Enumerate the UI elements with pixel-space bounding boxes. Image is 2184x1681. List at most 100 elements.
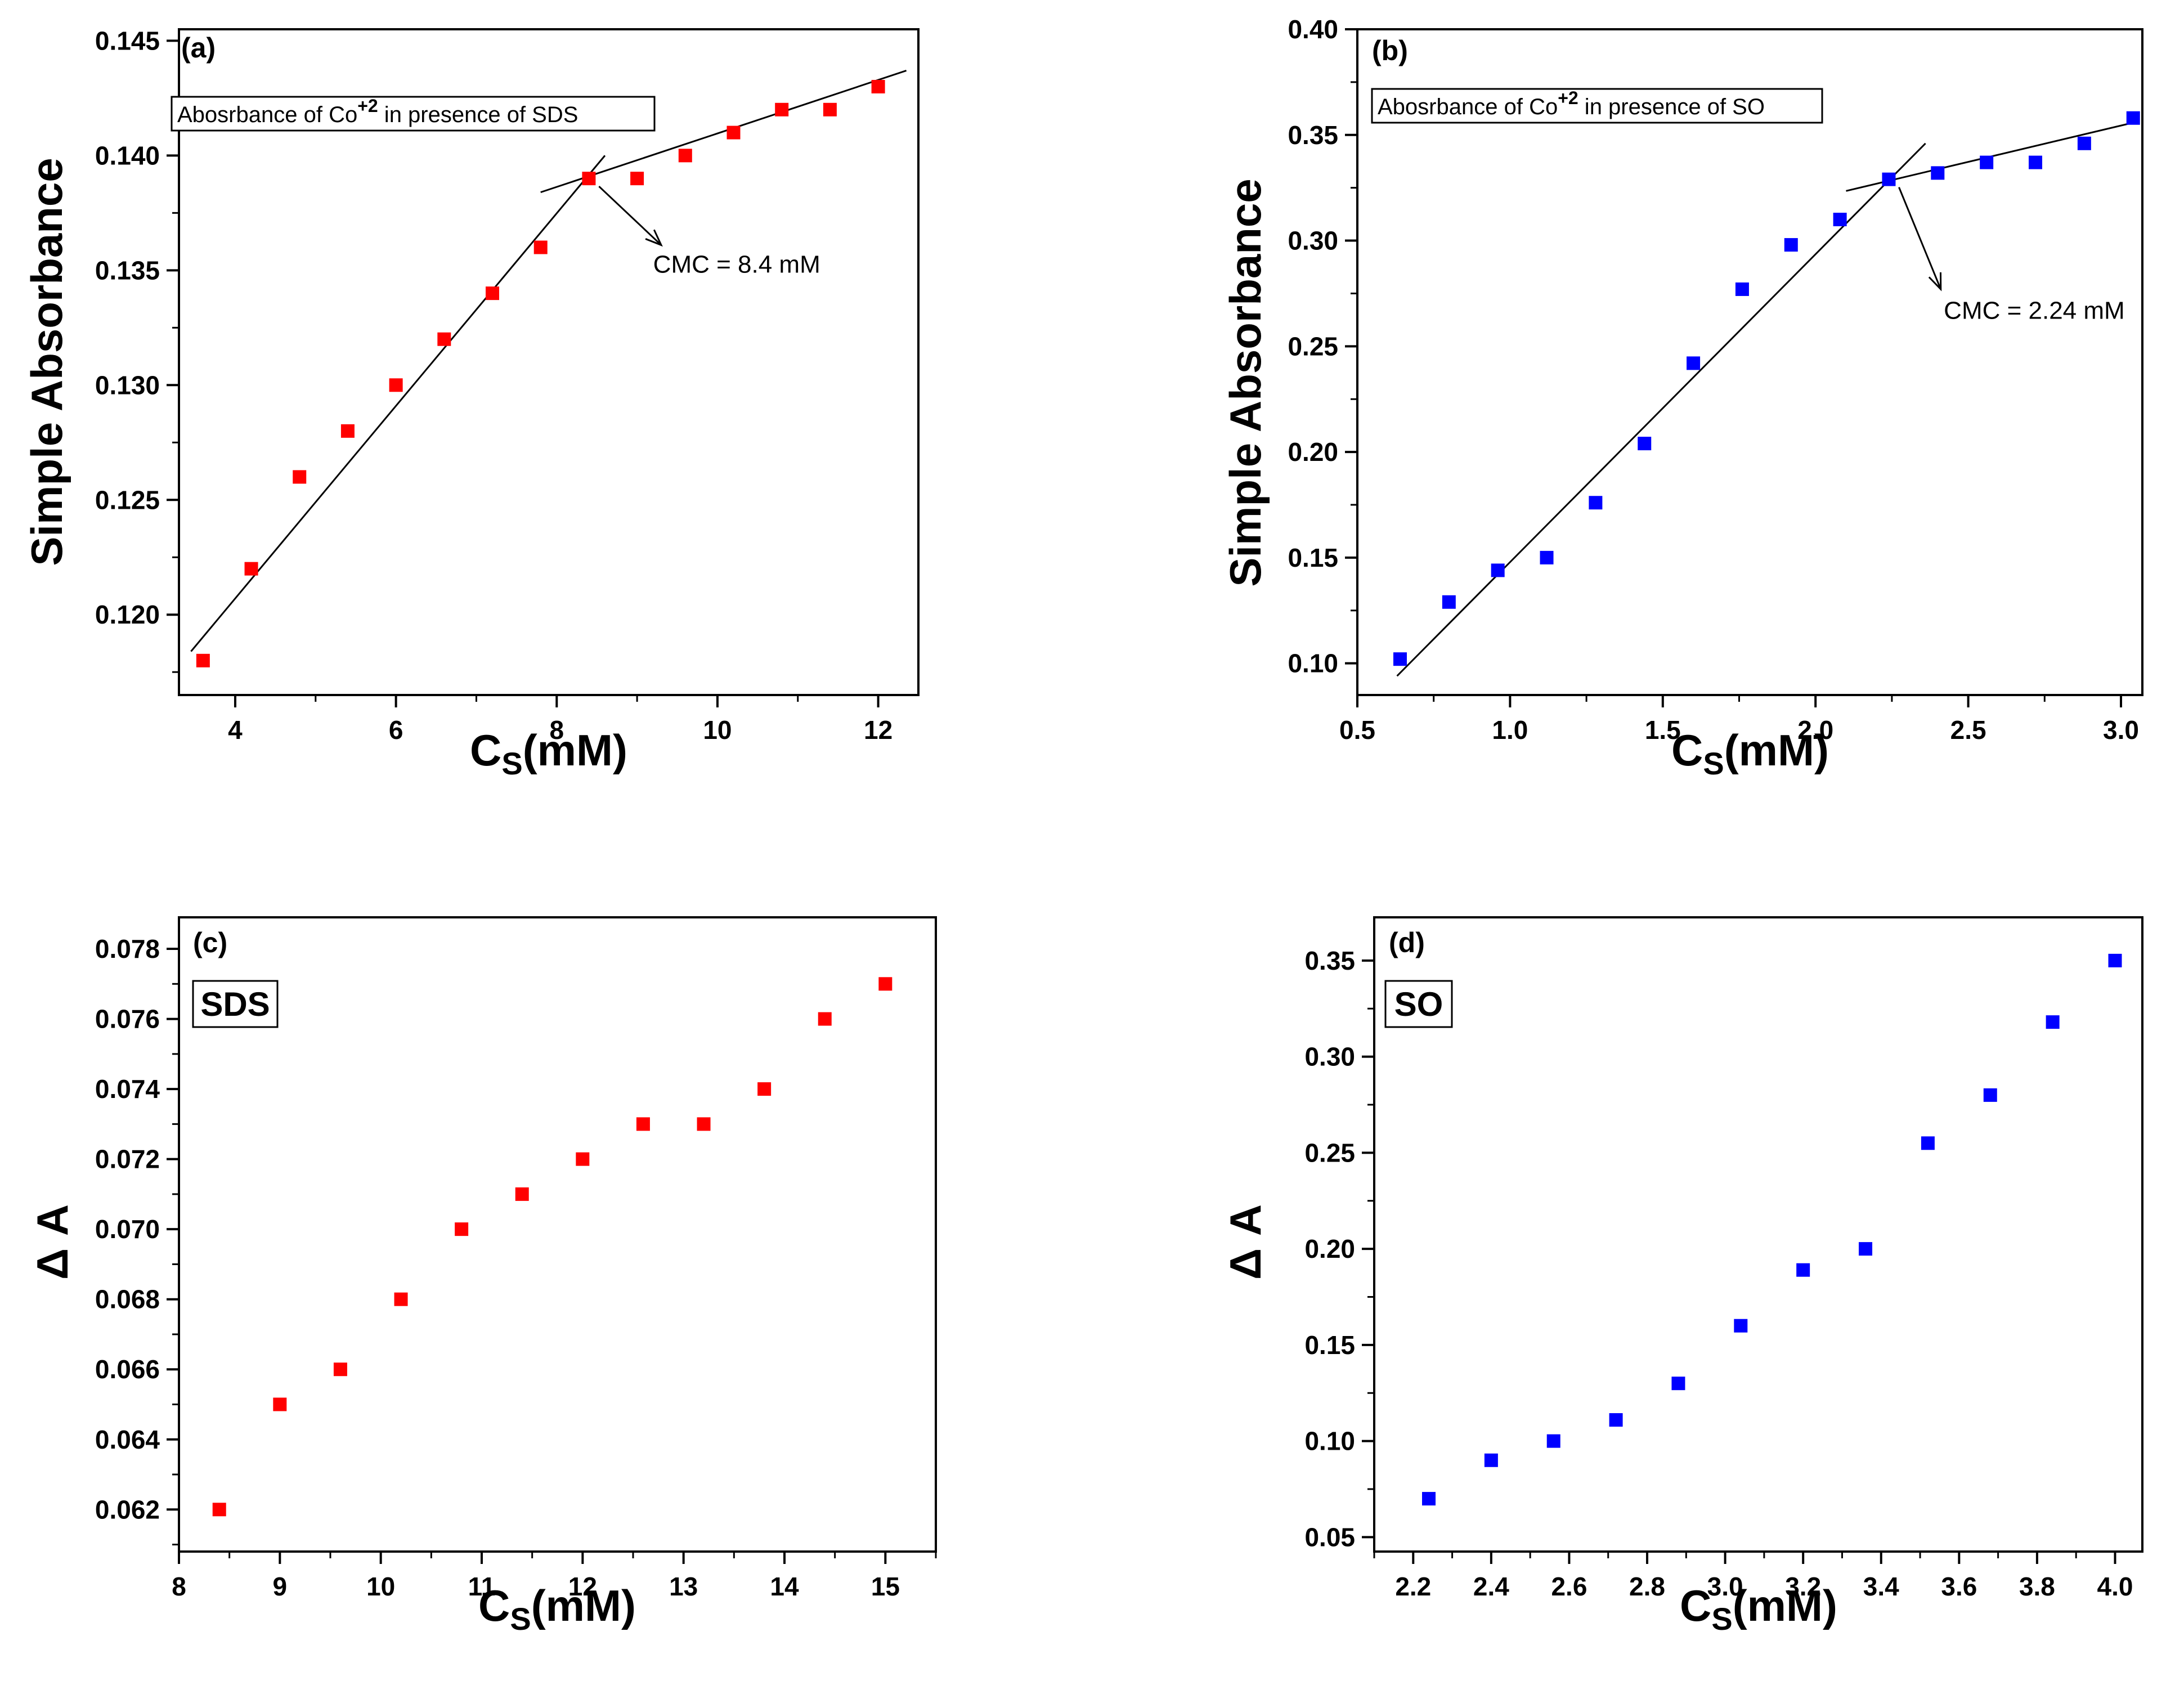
data-point	[333, 1362, 347, 1377]
x-tick-label: 0.5	[1339, 715, 1375, 745]
plot-frame	[1356, 28, 2143, 696]
y-tick-label: 0.10	[1288, 649, 1338, 678]
x-tick-label: 1.0	[1492, 715, 1528, 745]
y-tick-label: 0.20	[1304, 1234, 1355, 1263]
y-tick-label: 0.078	[95, 934, 160, 963]
x-tick-label: 10	[366, 1572, 395, 1601]
x-tick-label: 3.2	[1785, 1572, 1821, 1601]
data-point	[1921, 1136, 1935, 1150]
y-tick-label: 0.130	[95, 370, 160, 400]
data-point	[1983, 1088, 1997, 1102]
panel-label: (c)	[193, 927, 227, 958]
plot-frame	[1373, 916, 2143, 1553]
y-tick-label: 0.35	[1288, 120, 1338, 150]
y-tick-label: 0.125	[95, 485, 160, 514]
x-axis-title-sub: S	[501, 746, 522, 781]
y-tick-label: 0.20	[1288, 437, 1338, 467]
x-axis-title-main: C	[1671, 725, 1703, 775]
data-point	[757, 1082, 772, 1096]
data-point	[340, 424, 355, 438]
cmc-annotation: CMC = 2.24 mM	[1944, 297, 2125, 325]
x-axis-title-sub: S	[1711, 1601, 1732, 1637]
data-point	[1491, 563, 1505, 577]
data-point	[1546, 1434, 1560, 1448]
x-tick-label: 8	[549, 715, 564, 745]
data-point	[1784, 238, 1798, 252]
annotation-arrow	[598, 186, 662, 246]
y-tick-label: 0.135	[95, 255, 160, 285]
data-point	[576, 1152, 590, 1166]
data-point	[678, 149, 692, 163]
x-tick-label: 3.0	[2103, 715, 2139, 745]
x-tick-label: 1.5	[1645, 715, 1681, 745]
x-axis-title: CS(mM)	[1671, 725, 1829, 781]
y-tick-label: 0.30	[1304, 1042, 1355, 1072]
data-point	[1422, 1492, 1436, 1506]
y-tick-label: 0.05	[1304, 1522, 1355, 1552]
data-point	[630, 172, 644, 186]
x-tick-label: 2.5	[1950, 715, 1986, 745]
data-point	[1980, 155, 1994, 169]
y-tick-label: 0.15	[1288, 543, 1338, 572]
data-point	[2108, 953, 2122, 967]
annotation-arrowhead	[645, 229, 663, 247]
y-tick-label: 0.062	[95, 1495, 160, 1524]
x-axis-title-rest: (mM)	[523, 725, 627, 775]
y-axis-title: Δ A	[1221, 1204, 1270, 1280]
x-tick-label: 15	[871, 1572, 900, 1601]
x-tick-label: 12	[568, 1572, 597, 1601]
x-axis-title: CS(mM)	[470, 725, 627, 781]
y-tick-label: 0.25	[1304, 1138, 1355, 1167]
y-tick-label: 0.40	[1288, 15, 1338, 44]
data-point	[1442, 595, 1456, 609]
data-point	[1687, 356, 1701, 370]
plot-frame	[178, 916, 937, 1553]
data-point	[437, 332, 451, 346]
y-tick-label: 0.070	[95, 1214, 160, 1244]
chart-panel-a: 4 6 8 10 12 0.120 0.125 0.130 0.135 0.140 0.145 CMC…	[22, 26, 920, 781]
legend-superscript: +2	[1558, 88, 1578, 108]
data-point	[273, 1397, 287, 1411]
data-point	[389, 378, 403, 392]
data-point	[1609, 1413, 1623, 1427]
x-tick-label: 14	[770, 1572, 799, 1601]
x-tick-label: 2.6	[1551, 1572, 1587, 1601]
x-tick-label: 13	[669, 1572, 698, 1601]
fit-line-1	[190, 155, 606, 652]
legend-superscript: +2	[357, 96, 378, 116]
y-tick-label: 0.066	[95, 1355, 160, 1384]
x-tick-label: 4.0	[2097, 1572, 2133, 1601]
panel-label: (a)	[181, 32, 216, 64]
legend-box	[192, 980, 279, 1028]
y-axis-title: Δ A	[28, 1204, 77, 1280]
data-point	[1882, 172, 1896, 186]
data-point	[1393, 652, 1407, 666]
legend-box	[171, 96, 656, 132]
data-point	[486, 286, 500, 301]
panel-label: (b)	[1372, 35, 1408, 66]
y-tick-label: 0.072	[95, 1145, 160, 1174]
data-point	[1833, 213, 1847, 226]
panel-label: (d)	[1389, 927, 1425, 958]
x-axis-title-sub: S	[510, 1601, 531, 1637]
fit-line-2	[540, 70, 907, 194]
legend-box	[1384, 980, 1453, 1028]
data-point	[394, 1292, 408, 1306]
x-tick-label: 2.0	[1797, 715, 1833, 745]
y-tick-label: 0.074	[95, 1074, 160, 1104]
x-tick-label: 3.6	[1941, 1572, 1977, 1601]
y-tick-label: 0.120	[95, 600, 160, 629]
legend-text: Abosrbance of Co	[1378, 95, 1558, 119]
data-point	[293, 470, 307, 484]
annotation-arrowhead	[1928, 272, 1942, 292]
data-point	[1589, 496, 1603, 510]
legend-suffix: in presence of SDS	[378, 102, 578, 127]
data-point	[1484, 1453, 1498, 1467]
legend-suffix: in presence of SO	[1578, 95, 1765, 119]
y-tick-label: 0.35	[1304, 946, 1355, 975]
x-axis-title-main: C	[1680, 1581, 1711, 1630]
data-point	[244, 562, 258, 576]
data-point	[1638, 437, 1652, 451]
x-tick-label: 3.8	[2019, 1572, 2055, 1601]
